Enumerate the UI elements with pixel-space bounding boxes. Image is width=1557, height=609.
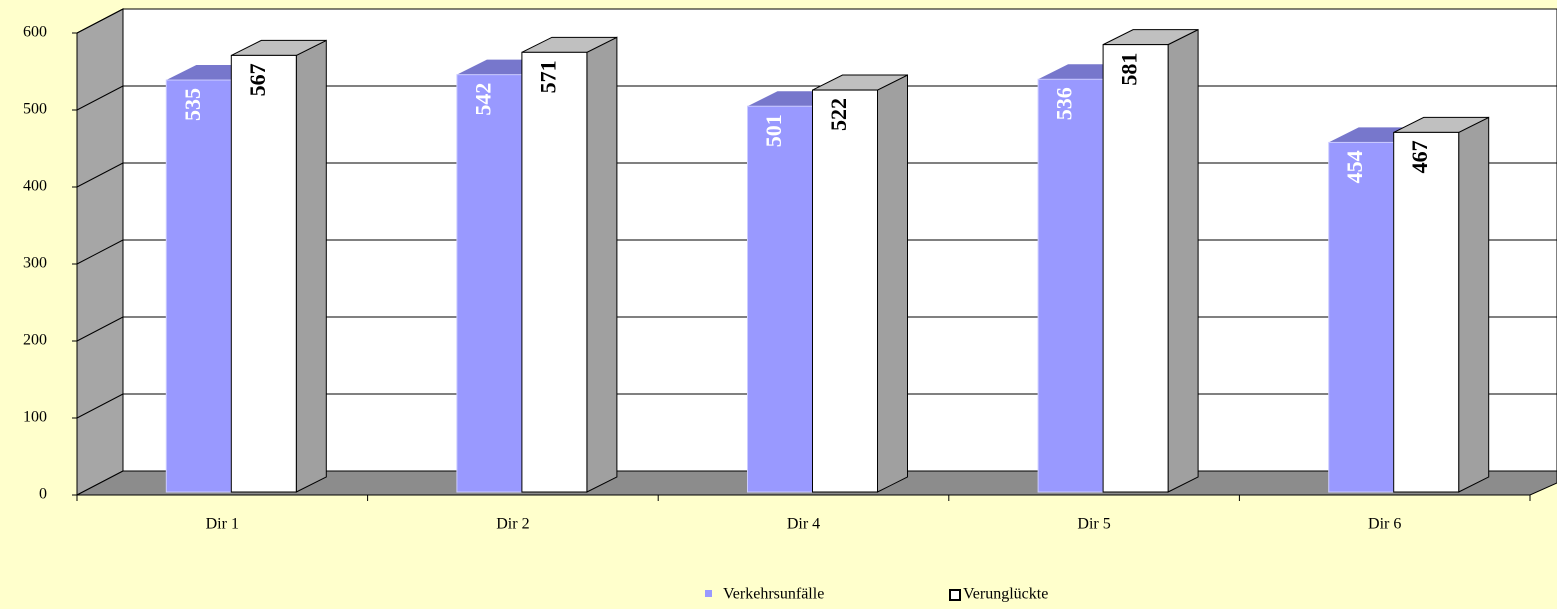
grid-line bbox=[76, 239, 124, 265]
grid-line bbox=[76, 85, 124, 111]
bar-side bbox=[877, 74, 908, 493]
y-tick-label: 500 bbox=[23, 101, 47, 118]
bar bbox=[1393, 131, 1460, 493]
legend-swatch bbox=[705, 590, 712, 597]
value-label: 535 bbox=[180, 88, 205, 121]
y-tick-label: 400 bbox=[23, 178, 47, 195]
bar bbox=[1102, 44, 1169, 493]
bar bbox=[747, 105, 813, 493]
bar bbox=[521, 51, 588, 493]
bar-side bbox=[1458, 116, 1490, 493]
value-label: 522 bbox=[826, 98, 851, 131]
x-tick-label: Dir 5 bbox=[1077, 516, 1110, 533]
bar bbox=[165, 79, 232, 493]
legend-label: Verkehrsunfälle bbox=[723, 586, 824, 603]
bar-side bbox=[1167, 28, 1199, 493]
y-tick-label: 600 bbox=[23, 24, 47, 41]
y-tick-label: 100 bbox=[23, 409, 47, 426]
value-label: 454 bbox=[1342, 150, 1367, 183]
x-tick-label: Dir 4 bbox=[787, 516, 820, 533]
value-label: 467 bbox=[1407, 140, 1432, 173]
x-tick-label: Dir 2 bbox=[496, 516, 529, 533]
bar bbox=[1037, 78, 1104, 493]
bar bbox=[456, 74, 523, 493]
grid-line bbox=[76, 162, 124, 188]
grid-line bbox=[76, 393, 124, 419]
bar bbox=[812, 89, 878, 493]
value-label: 567 bbox=[245, 63, 270, 96]
bar-side bbox=[586, 36, 618, 493]
legend-label: Verunglückte bbox=[963, 586, 1048, 603]
bar bbox=[1328, 141, 1395, 493]
bar bbox=[230, 54, 297, 493]
value-label: 542 bbox=[470, 83, 495, 116]
y-tick-label: 0 bbox=[39, 486, 47, 503]
y-tick-label: 300 bbox=[23, 255, 47, 272]
value-label: 536 bbox=[1052, 87, 1077, 120]
value-label: 581 bbox=[1117, 53, 1142, 86]
x-tick-label: Dir 1 bbox=[206, 516, 239, 533]
legend-swatch bbox=[949, 589, 961, 601]
bar-side bbox=[295, 39, 327, 493]
x-tick-label: Dir 6 bbox=[1368, 516, 1401, 533]
value-label: 571 bbox=[535, 60, 560, 93]
value-label: 501 bbox=[761, 114, 786, 147]
y-tick-label: 200 bbox=[23, 332, 47, 349]
grid-line bbox=[76, 8, 124, 34]
grid-line bbox=[76, 316, 124, 342]
